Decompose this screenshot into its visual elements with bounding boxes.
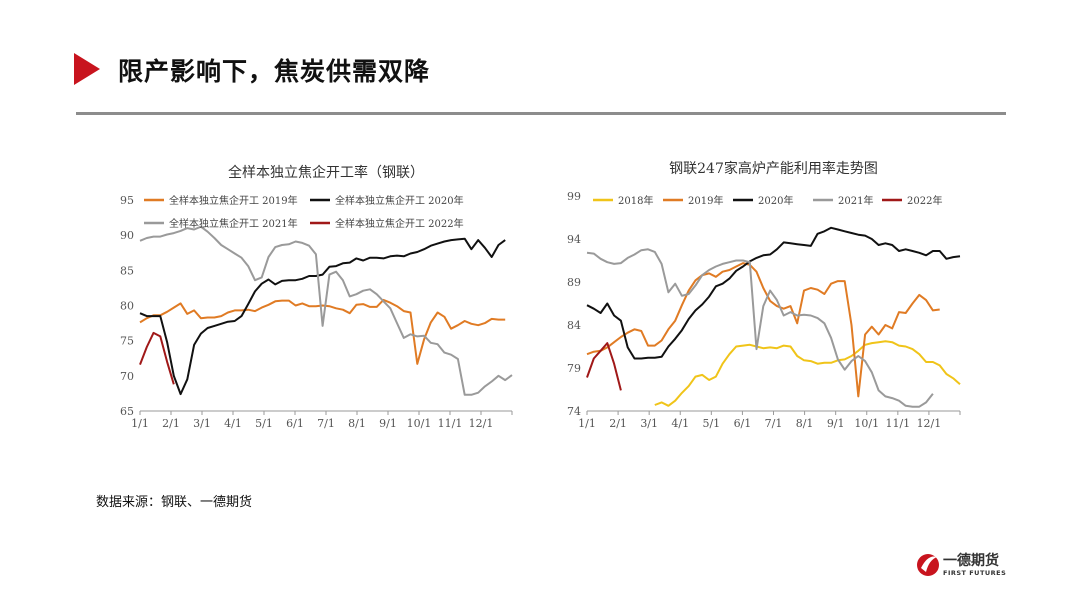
x-tick-label: 4/1 — [224, 417, 242, 430]
y-tick-label: 80 — [120, 300, 134, 313]
legend-label: 全样本独立焦企开工 2021年 — [169, 217, 298, 230]
logo-flame-icon — [921, 556, 937, 572]
x-tick-label: 5/1 — [255, 417, 273, 430]
x-tick-label: 10/1 — [854, 417, 879, 430]
series-line — [654, 340, 961, 407]
series-line — [139, 331, 175, 385]
chart-background — [555, 155, 975, 440]
company-logo — [917, 554, 939, 576]
legend-label: 2021年 — [838, 194, 873, 207]
y-tick-label: 90 — [120, 229, 134, 242]
y-tick-label: 85 — [120, 264, 134, 277]
chart-title: 钢联247家高炉产能利用率走势图 — [669, 160, 878, 177]
x-tick-label: 9/1 — [827, 417, 845, 430]
x-tick-label: 5/1 — [702, 417, 720, 430]
data-source-note: 数据来源：钢联、一德期货 — [96, 495, 253, 510]
x-tick-label: 11/1 — [885, 417, 910, 430]
x-tick-label: 1/1 — [578, 417, 596, 430]
x-tick-label: 12/1 — [917, 417, 942, 430]
logo-text-en: FIRST FUTURES — [943, 569, 1007, 577]
legend-label: 全样本独立焦企开工 2022年 — [335, 217, 464, 230]
series-line — [139, 225, 513, 396]
title-arrow-marker — [74, 53, 100, 85]
x-tick-label: 6/1 — [734, 417, 752, 430]
y-tick-label: 84 — [567, 319, 581, 332]
logo-text: 一德期货 — [943, 553, 999, 569]
y-tick-label: 65 — [120, 405, 134, 418]
legend-label: 2022年 — [907, 194, 942, 207]
x-tick-label: 3/1 — [193, 417, 211, 430]
legend-label: 2019年 — [688, 194, 723, 207]
x-tick-label: 11/1 — [438, 417, 463, 430]
x-tick-label: 7/1 — [317, 417, 335, 430]
y-tick-label: 99 — [567, 190, 581, 203]
blast-furnace-utilization-chart: 钢联247家高炉产能利用率走势图 74 79 84 89 94 99 1/1 2/1 3/1 4/1… — [555, 155, 975, 440]
x-tick-label: 10/1 — [407, 417, 432, 430]
y-tick-label: 75 — [120, 335, 134, 348]
x-tick-label: 9/1 — [379, 417, 397, 430]
series-line — [139, 237, 506, 396]
x-tick-label: 2/1 — [609, 417, 627, 430]
legend-label: 全样本独立焦企开工 2020年 — [335, 194, 464, 207]
y-tick-label: 95 — [120, 194, 134, 207]
x-tick-label: 2/1 — [162, 417, 180, 430]
coking-utilization-chart: 全样本独立焦企开工率（钢联） 65 70 75 80 85 90 95 1/1 2/1 3/1 4/1… — [112, 155, 532, 440]
x-tick-label: 7/1 — [765, 417, 783, 430]
x-tick-label: 3/1 — [640, 417, 658, 430]
title-divider — [76, 112, 1006, 115]
series-line — [586, 262, 940, 398]
x-tick-label: 1/1 — [131, 417, 149, 430]
legend-label: 全样本独立焦企开工 2019年 — [169, 194, 298, 207]
series-line — [586, 248, 934, 408]
page-title: 限产影响下，焦炭供需双降 — [118, 57, 431, 86]
x-tick-label: 4/1 — [671, 417, 689, 430]
y-tick-label: 89 — [567, 276, 581, 289]
x-tick-label: 8/1 — [348, 417, 366, 430]
series-line — [586, 226, 961, 360]
y-tick-label: 74 — [567, 405, 581, 418]
y-tick-label: 94 — [567, 233, 581, 246]
x-tick-label: 8/1 — [796, 417, 814, 430]
x-tick-label: 12/1 — [469, 417, 494, 430]
legend-label: 2018年 — [618, 194, 653, 207]
legend-label: 2020年 — [758, 194, 793, 207]
series-line — [586, 342, 622, 391]
y-tick-label: 70 — [120, 370, 134, 383]
series-line — [139, 298, 506, 365]
chart-title: 全样本独立焦企开工率（钢联） — [228, 164, 424, 181]
y-tick-label: 79 — [567, 362, 581, 375]
x-tick-label: 6/1 — [286, 417, 304, 430]
